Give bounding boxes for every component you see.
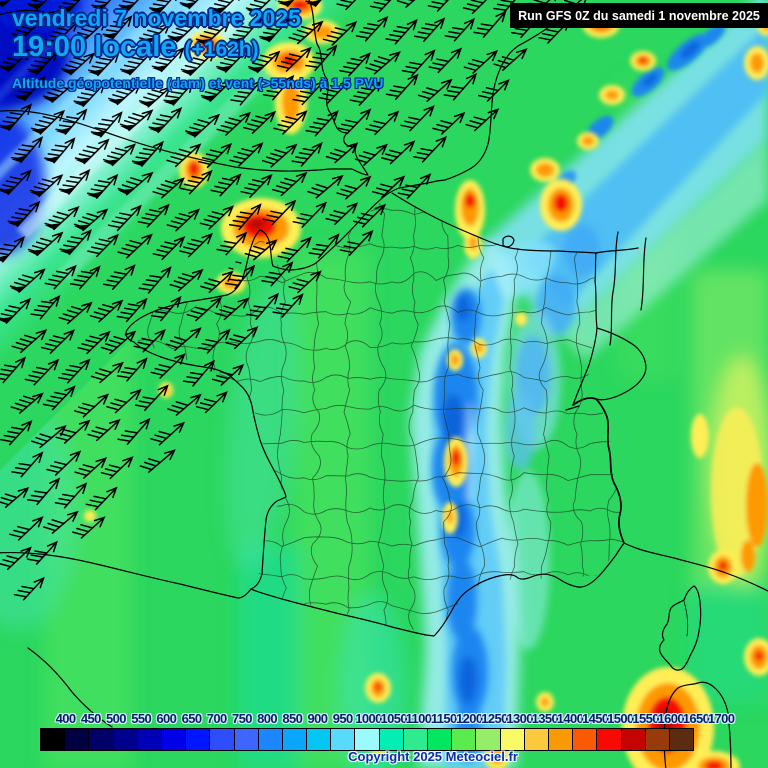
colorbar-swatch bbox=[668, 728, 695, 751]
colorbar-swatch bbox=[572, 728, 598, 751]
wind-barb-strokes bbox=[0, 0, 587, 601]
forecast-time: 19:00 locale (+162h) bbox=[12, 31, 383, 66]
colorbar-label: 950 bbox=[332, 711, 353, 726]
colorbar-swatch bbox=[523, 728, 549, 751]
colorbar-swatch bbox=[136, 728, 162, 751]
colorbar-label: 1600 bbox=[657, 711, 685, 726]
channel-islands bbox=[228, 261, 242, 270]
colorbar-swatch bbox=[281, 728, 308, 751]
colorbar-swatch bbox=[88, 728, 114, 751]
colorbar-swatch bbox=[644, 728, 670, 751]
switzerland-border bbox=[595, 327, 647, 401]
colorbar-label: 750 bbox=[231, 711, 252, 726]
wind-barbs-layer bbox=[0, 0, 587, 601]
colorbar-swatch bbox=[427, 728, 453, 751]
colorbar-label: 450 bbox=[80, 711, 101, 726]
colorbar-swatch bbox=[475, 728, 501, 751]
map-header: vendredi 7 novembre 2025 19:00 locale (+… bbox=[12, 5, 383, 91]
colorbar-label: 1500 bbox=[607, 711, 634, 726]
colorbar-label: 900 bbox=[307, 711, 328, 726]
colorbar-label: 1050 bbox=[380, 711, 407, 726]
forecast-date: vendredi 7 novembre 2025 bbox=[12, 5, 301, 31]
colorbar-swatch bbox=[160, 728, 187, 751]
colorbar-label: 1250 bbox=[481, 711, 508, 726]
colorbar-label: 1550 bbox=[632, 711, 659, 726]
colorbar-swatch bbox=[209, 728, 235, 751]
spain-coastline bbox=[0, 552, 252, 599]
copyright-text: Copyright 2025 Meteociel.fr bbox=[348, 749, 518, 764]
colorbar-label: 550 bbox=[131, 711, 152, 726]
forecast-time-label: 19:00 locale bbox=[12, 31, 177, 63]
colorbar-label: 700 bbox=[206, 711, 227, 726]
sardinia-coastline bbox=[663, 681, 732, 768]
lake-geneva bbox=[565, 405, 580, 411]
forecast-offset: (+162h) bbox=[184, 38, 259, 61]
colorbar-label: 1200 bbox=[456, 711, 483, 726]
run-info-bar: Run GFS 0Z du samedi 1 novembre 2025 bbox=[510, 3, 768, 28]
colorbar-swatch bbox=[185, 728, 211, 751]
england-coastline bbox=[0, 0, 369, 176]
colorbar-label: 400 bbox=[55, 711, 76, 726]
corsica-inner-border bbox=[683, 600, 689, 637]
colorbar-label: 1300 bbox=[506, 711, 533, 726]
colorbar-label: 1100 bbox=[405, 711, 432, 726]
colorbar-swatch bbox=[40, 728, 66, 751]
colorbar-swatch bbox=[64, 728, 90, 751]
colorbar-swatch bbox=[233, 728, 259, 751]
colorbar-label: 1450 bbox=[581, 711, 609, 726]
germany-border-3 bbox=[595, 247, 639, 254]
colorbar-label: 1650 bbox=[682, 711, 710, 726]
colorbar-swatch bbox=[112, 728, 138, 751]
colorbar-label: 1150 bbox=[430, 711, 457, 726]
colorbar-label: 800 bbox=[257, 711, 278, 726]
colorbar-swatch bbox=[257, 728, 283, 751]
colorbar-label: 1700 bbox=[707, 711, 735, 726]
colorbar-label: 1400 bbox=[556, 711, 584, 726]
colorbar-swatch bbox=[620, 728, 646, 751]
colorbar-swatch bbox=[499, 728, 525, 751]
colorbar-swatch bbox=[378, 728, 404, 751]
colorbar-labels: 400 450 500 550 600 650 700 750 800 850 900 950 1000… bbox=[53, 711, 735, 726]
colorbar-swatch bbox=[547, 728, 574, 751]
france-coastline bbox=[125, 26, 625, 637]
colorbar-swatch bbox=[402, 728, 428, 751]
luxembourg-border bbox=[502, 235, 515, 248]
colorbar-swatch bbox=[306, 728, 332, 751]
belgium-border bbox=[391, 192, 597, 254]
colorbar-label: 1000 bbox=[355, 711, 382, 726]
colorbar-label: 650 bbox=[181, 711, 202, 726]
colorbar-label: 1350 bbox=[531, 711, 559, 726]
spain-border bbox=[27, 647, 113, 728]
colorbar-label: 500 bbox=[106, 711, 126, 726]
colorbar-swatch bbox=[354, 728, 380, 751]
colorbar-swatch bbox=[451, 728, 477, 751]
colorbar-swatch bbox=[330, 728, 356, 751]
liguria-coastline bbox=[623, 542, 768, 592]
coast-fragment bbox=[0, 7, 64, 16]
colorbar-label: 850 bbox=[282, 711, 303, 726]
colorbar bbox=[40, 728, 695, 751]
germany-border-1 bbox=[609, 231, 619, 346]
colorbar-swatch bbox=[596, 728, 622, 751]
map-subtitle: Altitude géopotentielle (dam) et vent (>… bbox=[12, 75, 384, 91]
corsica-coastline bbox=[658, 585, 702, 671]
colorbar-label: 600 bbox=[156, 711, 177, 726]
germany-border-2 bbox=[640, 237, 647, 311]
